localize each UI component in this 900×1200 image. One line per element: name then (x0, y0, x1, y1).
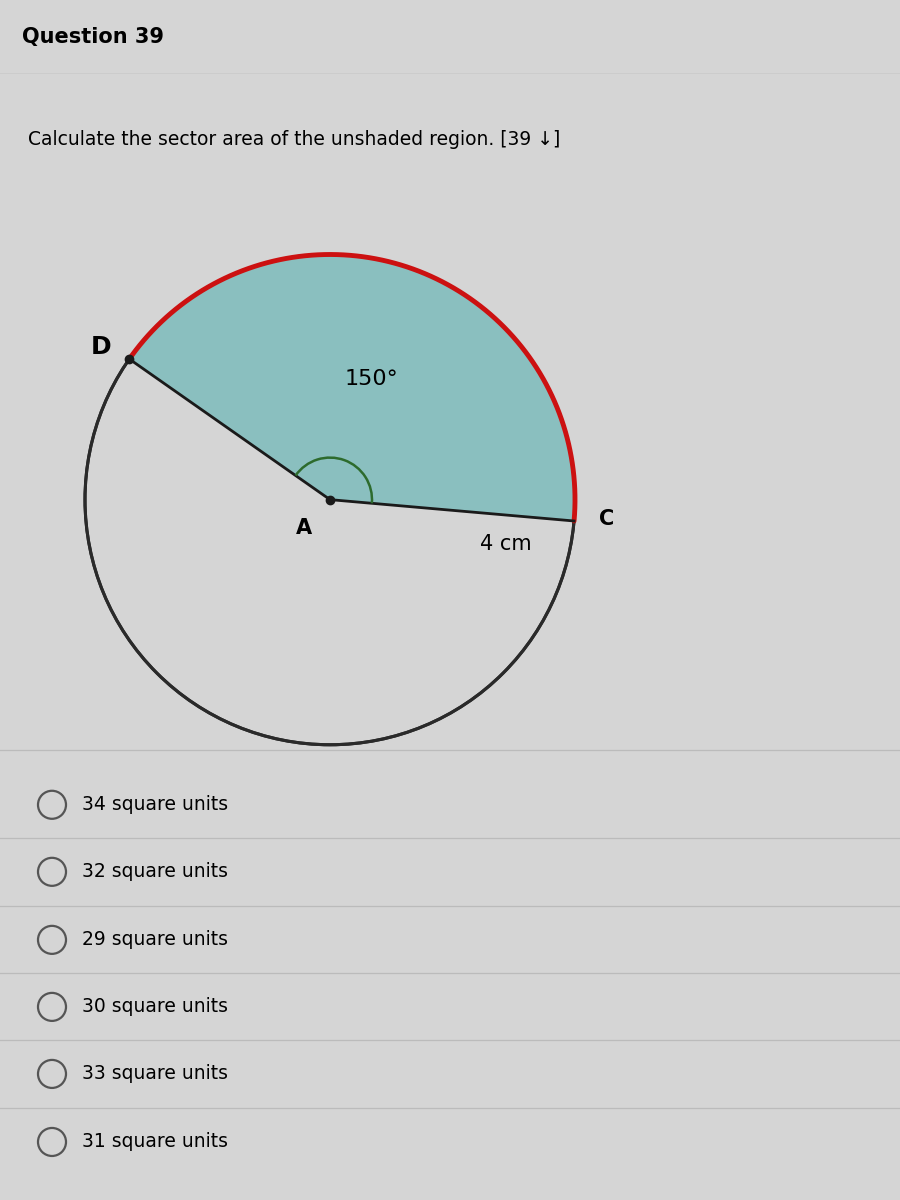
Circle shape (85, 254, 575, 745)
Wedge shape (130, 254, 575, 521)
Text: 31 square units: 31 square units (82, 1133, 228, 1152)
Text: 30 square units: 30 square units (82, 997, 228, 1016)
Text: D: D (91, 335, 112, 359)
Text: 32 square units: 32 square units (82, 863, 228, 881)
Text: 150°: 150° (345, 370, 399, 390)
Text: Calculate the sector area of the unshaded region. [39 ↓]: Calculate the sector area of the unshade… (28, 130, 561, 149)
Text: C: C (599, 509, 615, 529)
Text: 34 square units: 34 square units (82, 796, 228, 815)
Text: 29 square units: 29 square units (82, 930, 228, 949)
Text: 4 cm: 4 cm (480, 534, 531, 554)
Text: Question 39: Question 39 (22, 28, 165, 47)
Text: 33 square units: 33 square units (82, 1064, 228, 1084)
Text: A: A (296, 517, 312, 538)
